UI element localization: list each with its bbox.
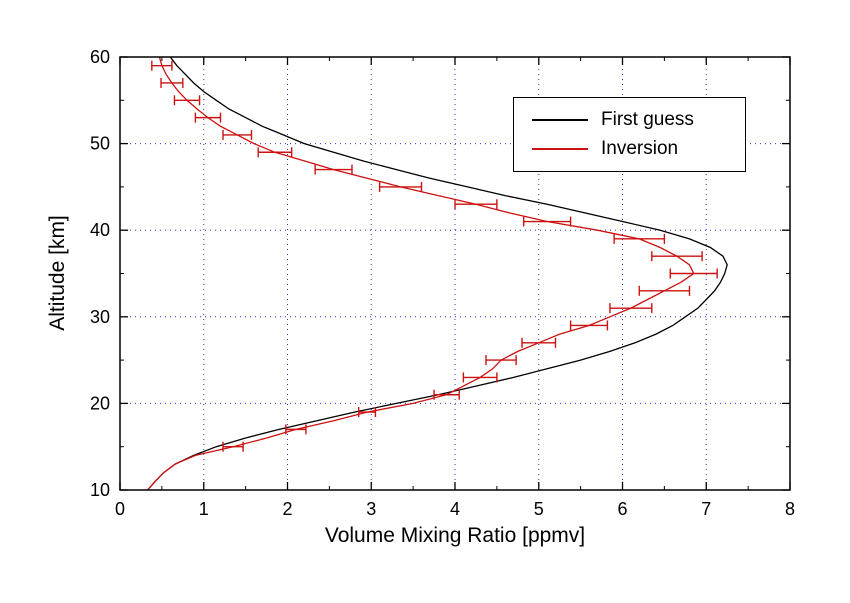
legend-label-first-guess: First guess (601, 109, 694, 130)
x-tick-label: 0 (115, 499, 125, 519)
y-axis-label: Altitude [km] (46, 215, 69, 331)
legend-item-inversion: Inversion (532, 138, 737, 160)
x-tick-label: 4 (450, 499, 460, 519)
x-tick-label: 8 (785, 499, 795, 519)
series (147, 56, 728, 491)
first-guess-line-sample (532, 119, 588, 121)
x-tick-label: 7 (701, 499, 711, 519)
x-tick-label: 6 (617, 499, 627, 519)
y-tick-label: 20 (90, 393, 110, 413)
axes: 0 1 2 3 4 5 6 7 8 10 20 30 40 50 60 (90, 47, 795, 519)
x-tick-label: 2 (282, 499, 292, 519)
legend: First guess Inversion (513, 97, 746, 172)
y-tick-label: 40 (90, 220, 110, 240)
x-axis-label: Volume Mixing Ratio [ppmv] (324, 524, 586, 547)
series-line-first-guess (147, 56, 728, 491)
y-tick-label: 50 (90, 134, 110, 154)
y-tick-label: 60 (90, 47, 110, 67)
legend-label-inversion: Inversion (601, 138, 679, 159)
x-tick-label: 5 (534, 499, 544, 519)
inversion-line-sample (532, 148, 588, 150)
x-tick-label: 1 (199, 499, 209, 519)
y-tick-label: 30 (90, 307, 110, 327)
legend-item-first-guess: First guess (532, 109, 737, 131)
x-tick-label: 3 (366, 499, 376, 519)
y-tick-label: 10 (90, 480, 110, 500)
